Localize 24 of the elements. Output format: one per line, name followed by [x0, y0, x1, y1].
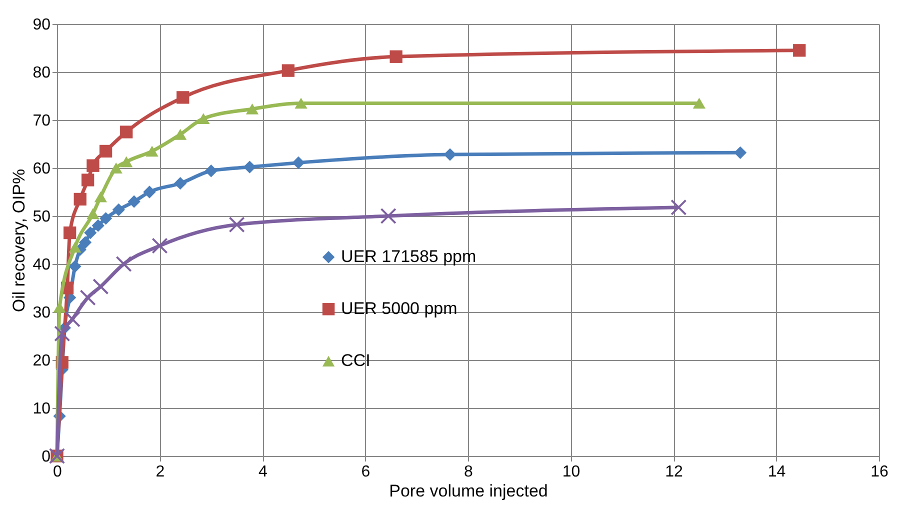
- legend-label: CCI: [341, 351, 370, 370]
- y-tick-label: 60: [32, 160, 51, 178]
- x-tick-label: 12: [665, 464, 683, 480]
- x-tick-label: 8: [464, 464, 474, 480]
- y-tick-label: 30: [32, 304, 51, 322]
- x-tick-label: 4: [258, 464, 268, 480]
- x-tick-label: 2: [156, 464, 165, 480]
- y-tick-label: 80: [32, 64, 51, 82]
- x-tick-label: 14: [768, 464, 786, 480]
- y-tick-label: 90: [32, 16, 51, 34]
- y-tick-label: 70: [32, 112, 51, 130]
- x-tick-label: 0: [53, 464, 62, 480]
- x-tick-label: 6: [361, 464, 370, 480]
- y-tick-label: 50: [32, 208, 51, 226]
- y-tick-label: 10: [32, 400, 51, 418]
- y-tick-label: 0: [42, 448, 51, 466]
- x-tick-label: 10: [562, 464, 580, 480]
- x-tick-label: 16: [870, 464, 888, 480]
- y-tick-label: 40: [32, 256, 51, 274]
- legend-label: UER 5000 ppm: [341, 299, 458, 318]
- y-tick-label: 20: [32, 352, 51, 370]
- x-axis-title: Pore volume injected: [389, 482, 548, 500]
- y-axis-title: Oil recovery, OIP%: [10, 168, 29, 312]
- legend-label: UER 171585 ppm: [341, 247, 476, 266]
